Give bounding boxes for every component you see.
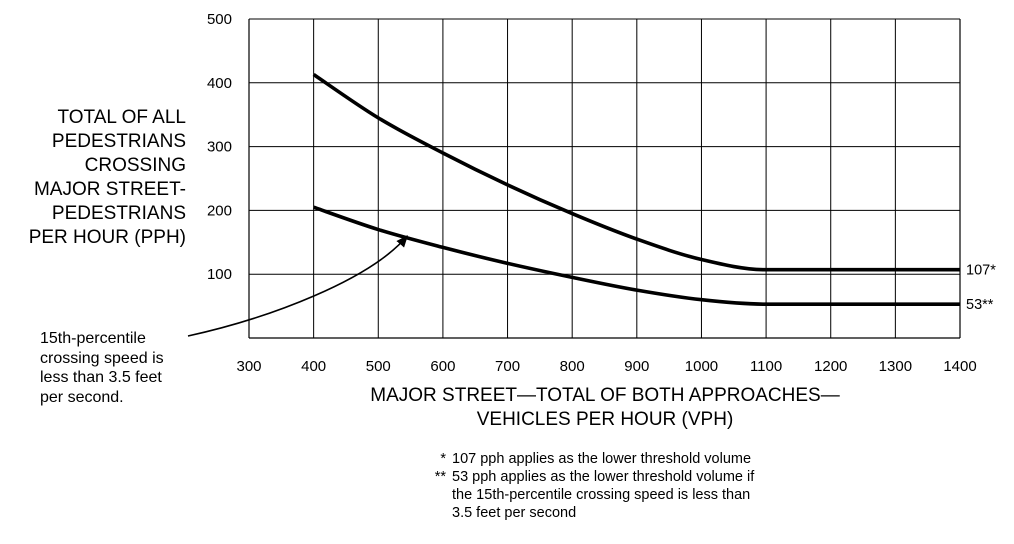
- y-tick-labels: 100 200 300 400 500: [207, 11, 232, 283]
- series-end-label-1: 107*: [966, 263, 996, 279]
- y-tick-300: 300: [207, 139, 232, 156]
- x-tick-500: 500: [366, 358, 391, 375]
- series-line-2: [313, 205, 960, 306]
- x-axis-label: MAJOR STREET—TOTAL OF BOTH APPROACHES— V…: [370, 385, 840, 430]
- x-tick-1400: 1400: [943, 358, 976, 375]
- annotation-text: 15th-percentile crossing speed is less t…: [40, 330, 164, 406]
- footnote-2-text: 53 pph applies as the lower threshold vo…: [452, 469, 755, 521]
- x-tick-1200: 1200: [814, 358, 847, 375]
- footnote-2-mark: **: [434, 469, 446, 485]
- annotation-arrow: [187, 235, 409, 337]
- series-end-labels: 107* 53**: [966, 263, 996, 313]
- footnote-1-mark: *: [440, 451, 446, 467]
- plot-frame: [248, 19, 961, 339]
- grid: [249, 18, 961, 338]
- x-tick-800: 800: [560, 358, 585, 375]
- x-tick-labels: 300 400 500 600 700 800 900 1000 1100 1200 1300 140…: [236, 358, 976, 375]
- footnotes: * 107 pph applies as the lower threshold…: [420, 450, 755, 522]
- y-tick-500: 500: [207, 11, 232, 28]
- footnote-1: * 107 pph applies as the lower threshold…: [420, 450, 754, 468]
- x-tick-600: 600: [430, 358, 455, 375]
- series-end-label-2: 53**: [966, 297, 994, 313]
- y-tick-200: 200: [207, 202, 232, 219]
- series-lines: [312, 73, 960, 306]
- x-tick-1000: 1000: [685, 358, 718, 375]
- x-tick-1300: 1300: [879, 358, 912, 375]
- x-tick-300: 300: [236, 358, 261, 375]
- x-tick-1100: 1100: [750, 358, 782, 375]
- footnote-2: ** 53 pph applies as the lower threshold…: [420, 468, 755, 522]
- y-tick-100: 100: [207, 266, 232, 283]
- x-tick-400: 400: [301, 358, 326, 375]
- y-axis-label: TOTAL OF ALL PEDESTRIANS CROSSING MAJOR …: [28, 107, 186, 248]
- footnote-1-text: 107 pph applies as the lower threshold v…: [452, 451, 752, 467]
- x-tick-700: 700: [495, 358, 520, 375]
- x-tick-900: 900: [624, 358, 649, 375]
- series-line-1: [312, 73, 960, 272]
- annotation-arrow-line: [187, 235, 409, 337]
- y-tick-400: 400: [207, 75, 232, 92]
